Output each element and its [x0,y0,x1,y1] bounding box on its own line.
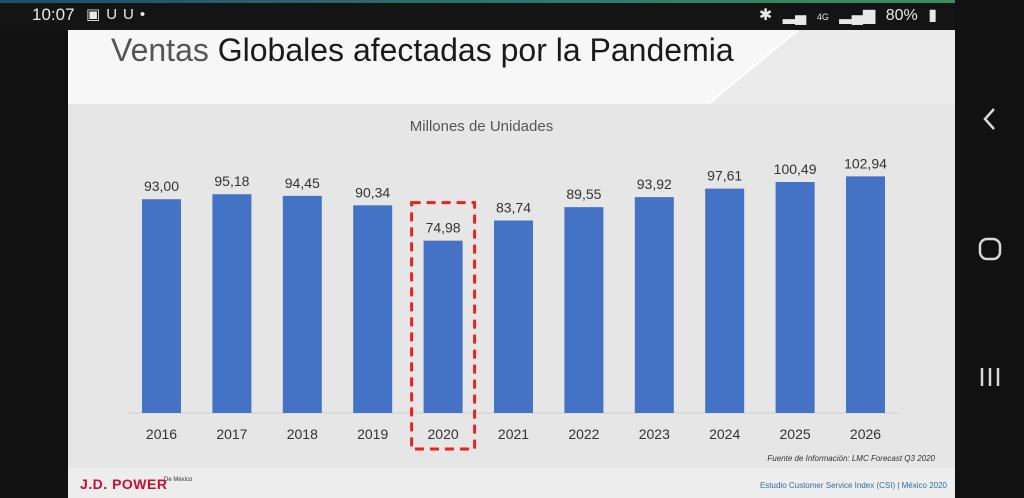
status-accent-strip [0,0,955,3]
value-label-2022: 89,55 [566,186,601,202]
bar-2024 [705,188,745,413]
category-label-2025: 2025 [780,426,811,442]
back-chevron-icon [982,108,995,130]
battery-percent: 80% [885,7,918,24]
bar-2019 [353,205,393,413]
source-note: Fuente de Información: LMC Forecast Q3 2… [767,454,935,463]
jd-power-logo-sub: De México [164,477,193,483]
bar-2026 [846,176,885,413]
value-label-2023: 93,92 [637,176,672,192]
more-dot-icon: • [139,6,152,23]
u-app-icon-2: U [123,6,140,23]
bar-2018 [282,195,322,413]
bar-2021 [494,220,533,413]
signal-icon-2: ▂▄▆ [839,7,876,24]
bar-2020 [423,240,463,413]
battery-icon: ▮ [928,7,937,24]
status-time: 10:07 [32,5,75,24]
slide-title-main: Globales afectadas por la Pandemia [217,32,734,68]
jd-power-logo: J.D. POWER [80,476,168,492]
bar-2023 [634,197,674,413]
value-label-2021: 83,74 [496,200,531,216]
status-right: ✱ ▂▄ 4G ▂▄▆ 80% ▮ [753,5,937,25]
category-label-2024: 2024 [709,426,740,442]
network-type: 4G [816,12,829,22]
value-label-2019: 90,34 [355,184,390,200]
bar-2017 [212,194,252,413]
value-label-2026: 102,94 [844,155,887,171]
bar-2025 [775,182,815,413]
category-label-2022: 2022 [568,426,599,442]
android-nav-bar [955,0,1024,498]
presentation-slide: Ventas Globales afectadas por la Pandemi… [68,30,955,498]
study-name: Estudio Customer Service Index (CSI) | M… [759,481,947,490]
highlight-box-2020 [410,201,477,451]
slide-title: Ventas Globales afectadas por la Pandemi… [111,32,734,69]
u-app-icon: U [106,6,124,23]
value-label-2020: 74,98 [426,220,461,236]
notification-icons: ▣UU• [86,5,151,23]
bar-2016 [142,199,181,413]
value-label-2025: 100,49 [774,161,817,177]
category-label-2017: 2017 [216,426,247,442]
home-circle-icon [978,237,1001,261]
slide-footer: J.D. POWER De México Estudio Customer Se… [68,468,955,498]
title-divider [707,30,955,105]
recent-apps-icon [980,368,999,386]
value-label-2018: 94,45 [285,175,320,191]
category-label-2023: 2023 [639,426,670,442]
category-label-2018: 2018 [287,426,318,442]
chart-title: Millones de Unidades [410,118,553,135]
value-label-2016: 93,00 [144,178,179,194]
category-label-2016: 2016 [146,426,177,442]
category-label-2026: 2026 [850,426,881,442]
signal-icon: ▂▄ [782,7,807,24]
bar-chart: Millones de Unidades 93,00 2016 95,18 2017 94… [128,118,898,451]
gallery-icon: ▣ [86,6,107,23]
value-label-2017: 95,18 [214,173,249,189]
category-label-2019: 2019 [357,426,388,442]
bluetooth-icon: ✱ [758,7,773,24]
value-label-2024: 97,61 [707,168,742,184]
recent-apps-button[interactable] [955,364,1024,395]
home-button[interactable] [955,236,1024,267]
slide-title-light: Ventas [111,32,209,68]
category-label-2020: 2020 [428,426,459,442]
category-label-2021: 2021 [498,426,529,442]
status-bar: 10:07 ▣UU• ✱ ▂▄ 4G ▂▄▆ 80% ▮ [0,0,955,30]
back-button[interactable] [955,104,1024,139]
bar-2022 [564,207,604,413]
